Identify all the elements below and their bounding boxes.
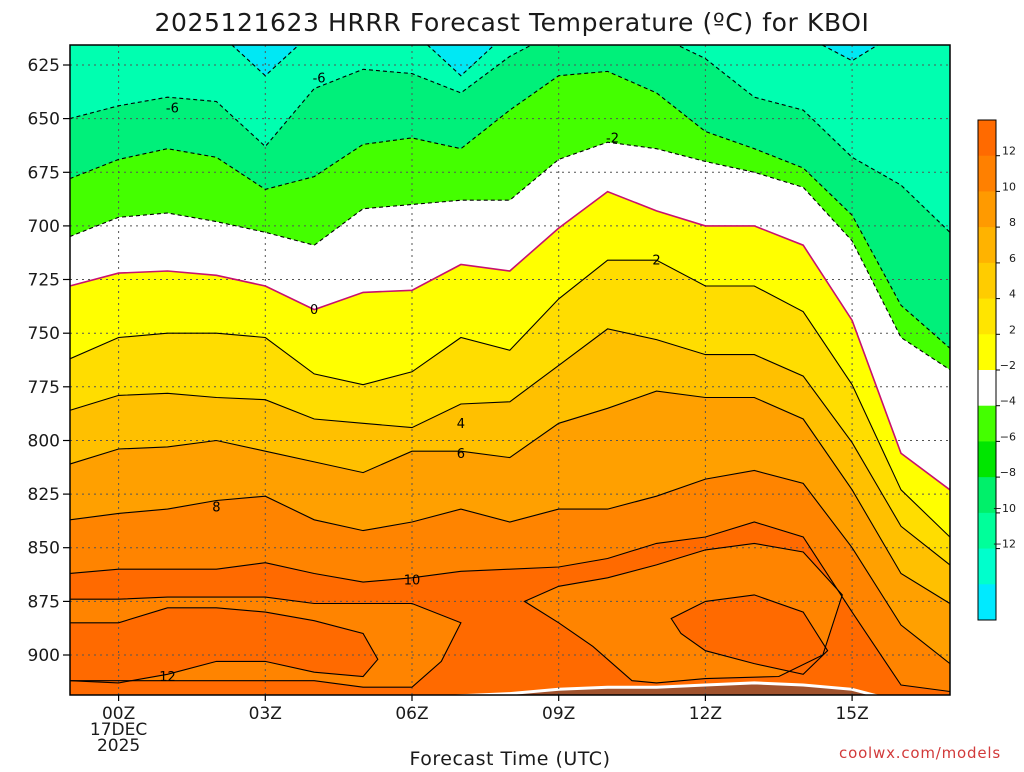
x-tick-label: 03Z xyxy=(249,704,282,724)
colorbar-swatch xyxy=(978,370,996,407)
contour-label: -6 xyxy=(166,101,179,116)
colorbar-tick-label: 12 xyxy=(1002,145,1016,158)
isotherm-pocket-line xyxy=(523,542,843,684)
contour-label: -6 xyxy=(313,71,326,86)
contour-label: 4 xyxy=(457,417,465,432)
isotherm-line xyxy=(70,259,950,538)
gridlines xyxy=(70,45,950,695)
isotherm-pocket-line xyxy=(670,594,829,675)
isotherm-line xyxy=(70,328,950,566)
ground-surface xyxy=(70,682,950,695)
plot-area xyxy=(70,45,950,695)
isotherm-pocket-line xyxy=(70,596,462,688)
credit-link[interactable]: coolwx.com/models xyxy=(839,744,1001,762)
x-tick-label: 09Z xyxy=(542,704,575,724)
warm-pocket-fill-3 xyxy=(671,594,828,675)
colorbar-swatch xyxy=(978,191,996,228)
colorbar-swatch xyxy=(978,262,996,300)
contour-label: 12 xyxy=(159,670,176,685)
colorbar-tick-label: 10 xyxy=(1002,180,1016,193)
colorbar-tick-label: −10 xyxy=(993,502,1016,515)
colorbar-swatch xyxy=(978,512,996,550)
colorbar-swatch xyxy=(978,155,996,192)
colorbar-tick-label: −12 xyxy=(993,538,1016,551)
y-tick-label: 800 xyxy=(28,432,60,452)
plot-frame xyxy=(69,44,951,696)
y-tick-label: 750 xyxy=(28,324,60,344)
surface-edge-line xyxy=(444,681,880,695)
y-tick-label: 675 xyxy=(28,163,60,183)
contour-label: 8 xyxy=(212,501,220,516)
colorbar-tick-label: 6 xyxy=(1009,252,1016,265)
x-tick-label: 17DEC xyxy=(90,720,147,740)
colorbar-swatch xyxy=(978,477,996,514)
x-tick-label: 2025 xyxy=(97,736,140,756)
colorbar-tick-label: 4 xyxy=(1009,288,1016,301)
y-tick-label: 700 xyxy=(28,217,60,237)
colorbar-swatch xyxy=(978,298,996,335)
contour-label: 6 xyxy=(457,447,465,462)
colorbar-legend: 12 10 8 6 4 2 −2 −4 −6 −8 −10 −12 xyxy=(977,119,1016,621)
y-tick-label: 825 xyxy=(28,485,60,505)
x-axis-label: Forecast Time (UTC) xyxy=(410,748,611,768)
y-tick-label: 900 xyxy=(28,646,60,666)
colorbar-tick-label: −4 xyxy=(1000,395,1016,408)
isotherm-lines xyxy=(70,45,950,693)
colorbar-swatch xyxy=(978,584,996,621)
colorbar-tick-label: −8 xyxy=(1000,466,1016,479)
x-tick-label: 12Z xyxy=(689,704,722,724)
colorbar-swatch xyxy=(978,227,996,264)
x-tick-label: 06Z xyxy=(395,704,428,724)
isotherm-pocket-line xyxy=(70,607,379,684)
colorbar-tick-label: −2 xyxy=(1000,359,1016,372)
colorbar-tick-label: 2 xyxy=(1009,323,1016,336)
colorbar-swatch xyxy=(978,441,996,478)
fill-band-above--4 xyxy=(70,45,950,233)
y-tick-label: 775 xyxy=(28,378,60,398)
colorbar-tick-label: −6 xyxy=(1000,430,1016,443)
warm-pocket-fill-2 xyxy=(70,607,378,683)
contour-label: -2 xyxy=(606,131,619,146)
colorbar-swatch xyxy=(978,405,996,442)
y-tick-label: 650 xyxy=(28,110,60,130)
contour-labels: -6 -6 -2 0 2 4 6 8 10 12 xyxy=(159,71,660,685)
contour-label: 0 xyxy=(310,303,318,318)
x-tick-label: 00Z xyxy=(102,704,135,724)
isotherm-line xyxy=(70,521,950,693)
colorbar-swatch xyxy=(978,334,996,371)
y-tick-label: 875 xyxy=(28,592,60,612)
fill-band-above--2 xyxy=(70,45,950,349)
colorbar-tick-label: 8 xyxy=(1009,216,1016,229)
chart-title: 2025121623 HRRR Forecast Temperature (ºC… xyxy=(154,8,869,37)
y-axis: 625 650 675 700 725 750 775 800 825 850 875 900 xyxy=(28,56,70,666)
y-tick-label: 850 xyxy=(28,539,60,559)
colorbar-swatch xyxy=(978,548,996,585)
y-tick-label: 625 xyxy=(28,56,60,76)
x-tick-label: 15Z xyxy=(835,704,868,724)
isotherm-line xyxy=(70,190,950,491)
contour-label: 2 xyxy=(652,254,660,269)
colorbar-swatch xyxy=(978,120,996,157)
isotherm-line xyxy=(70,469,950,665)
isotherm-line xyxy=(70,45,950,233)
isotherm-line xyxy=(70,390,950,604)
contour-label: 10 xyxy=(404,573,421,588)
y-tick-label: 725 xyxy=(28,271,60,291)
